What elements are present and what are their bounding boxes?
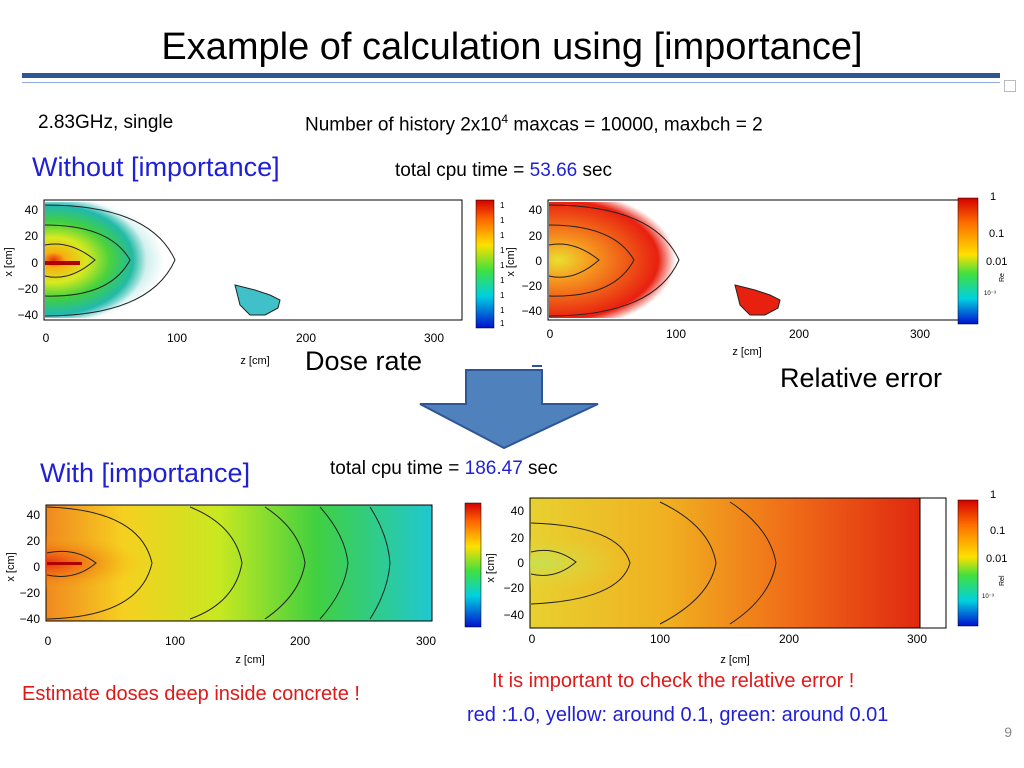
y-axis-label: x [cm]: [505, 247, 517, 276]
without-importance-label: Without [importance]: [32, 152, 280, 182]
ytick: 20: [27, 534, 41, 548]
xtick: 300: [910, 327, 930, 341]
note-deep-dose: Estimate doses deep inside concrete !: [22, 683, 360, 705]
down-arrow-icon: [419, 365, 599, 450]
dose-plot-with: 40 20 0 −20 −40 0 100 200 300 z [cm] x […: [5, 502, 482, 666]
slide-title: Example of calculation using [importance…: [161, 26, 863, 68]
y-axis-label: x [cm]: [485, 553, 497, 582]
cb-tick: 1: [990, 489, 996, 501]
cb-tick: 1: [500, 319, 505, 328]
cb-tick: 1: [500, 276, 505, 285]
ytick: 20: [529, 229, 543, 243]
without-cpu-time: total cpu time = 53.66 sec: [395, 160, 613, 181]
x-axis-label: z [cm]: [235, 654, 264, 666]
cb-tick: 0.1: [989, 228, 1004, 240]
with-importance-label: With [importance]: [40, 458, 251, 488]
cb-tick: 1: [500, 201, 505, 210]
ytick: 0: [31, 256, 38, 270]
dose-plot-without: 40 20 0 −20 −40 0 100 200 300 z [cm] x […: [3, 199, 505, 367]
xtick: 100: [165, 634, 185, 648]
y-axis-label: x [cm]: [5, 552, 17, 581]
x-axis-label: z [cm]: [720, 654, 749, 666]
ytick: −20: [522, 279, 543, 293]
cb-tick: 0.01: [986, 553, 1007, 565]
cb-tick: 10⁻³: [982, 594, 994, 600]
ytick: 40: [511, 504, 525, 518]
with-cpu-time: total cpu time = 186.47 sec: [330, 458, 558, 479]
ytick: 20: [25, 229, 39, 243]
cb-tick: 0.1: [990, 525, 1005, 537]
ytick: −40: [18, 308, 39, 322]
colorbar: [957, 499, 979, 627]
xtick: 0: [547, 327, 554, 341]
x-axis-label: z [cm]: [240, 355, 269, 367]
colorbar: [475, 199, 495, 329]
decorative-box: [1004, 80, 1016, 92]
ytick: −20: [18, 282, 39, 296]
ytick: 40: [25, 203, 39, 217]
xtick: 100: [167, 331, 187, 345]
y-axis-label: x [cm]: [3, 247, 15, 276]
title-underline-thin: [22, 82, 1000, 83]
colorbar-label: Re: [999, 273, 1006, 282]
colorbar-label: Rel: [999, 575, 1006, 586]
cb-tick: 10⁻³: [984, 291, 996, 297]
cb-tick: 1: [500, 231, 505, 240]
xtick: 0: [529, 632, 536, 646]
xtick: 100: [650, 632, 670, 646]
cb-tick: 1: [990, 191, 996, 203]
ytick: 0: [535, 254, 542, 268]
cb-tick: 1: [500, 306, 505, 315]
xtick: 300: [907, 632, 927, 646]
ytick: 40: [529, 203, 543, 217]
ytick: −20: [20, 586, 41, 600]
title-underline: [22, 73, 1000, 78]
note-check-error: It is important to check the relative er…: [492, 670, 855, 692]
xtick: 300: [424, 331, 444, 345]
x-axis-label: z [cm]: [732, 346, 761, 358]
ytick: −40: [20, 612, 41, 626]
relative-error-label: Relative error: [780, 363, 943, 393]
note-color-legend: red :1.0, yellow: around 0.1, green: aro…: [467, 704, 889, 726]
xtick: 0: [45, 634, 52, 648]
colorbar-ticks: 1 1 1 1 1 1 1 1 1: [500, 201, 505, 328]
xtick: 200: [290, 634, 310, 648]
ytick: −20: [504, 581, 525, 595]
xtick: 100: [666, 327, 686, 341]
cb-tick: 0.01: [986, 256, 1007, 268]
ytick: −40: [504, 608, 525, 622]
cb-tick: 1: [500, 216, 505, 225]
xtick: 300: [416, 634, 436, 648]
history-info: Number of history 2x104 maxcas = 10000, …: [305, 112, 763, 136]
cb-tick: 1: [500, 246, 505, 255]
ytick: 40: [27, 508, 41, 522]
cb-tick: 1: [500, 261, 505, 270]
ytick: 20: [511, 531, 525, 545]
error-plot-without: 40 20 0 −20 −40 0 100 200 300 z [cm] x […: [505, 191, 1007, 358]
xtick: 0: [43, 331, 50, 345]
xtick: 200: [789, 327, 809, 341]
dose-rate-label: Dose rate: [305, 346, 423, 376]
xtick: 200: [779, 632, 799, 646]
ytick: 0: [33, 560, 40, 574]
colorbar: [957, 197, 979, 325]
error-plot-with: 40 20 0 −20 −40 0 100 200 300 z [cm] x […: [485, 489, 1007, 666]
machine-info: 2.83GHz, single: [38, 112, 174, 133]
colorbar: [464, 502, 482, 628]
xtick: 200: [296, 331, 316, 345]
ytick: 0: [517, 556, 524, 570]
page-number: 9: [1004, 724, 1012, 740]
cb-tick: 1: [500, 291, 505, 300]
ytick: −40: [522, 304, 543, 318]
